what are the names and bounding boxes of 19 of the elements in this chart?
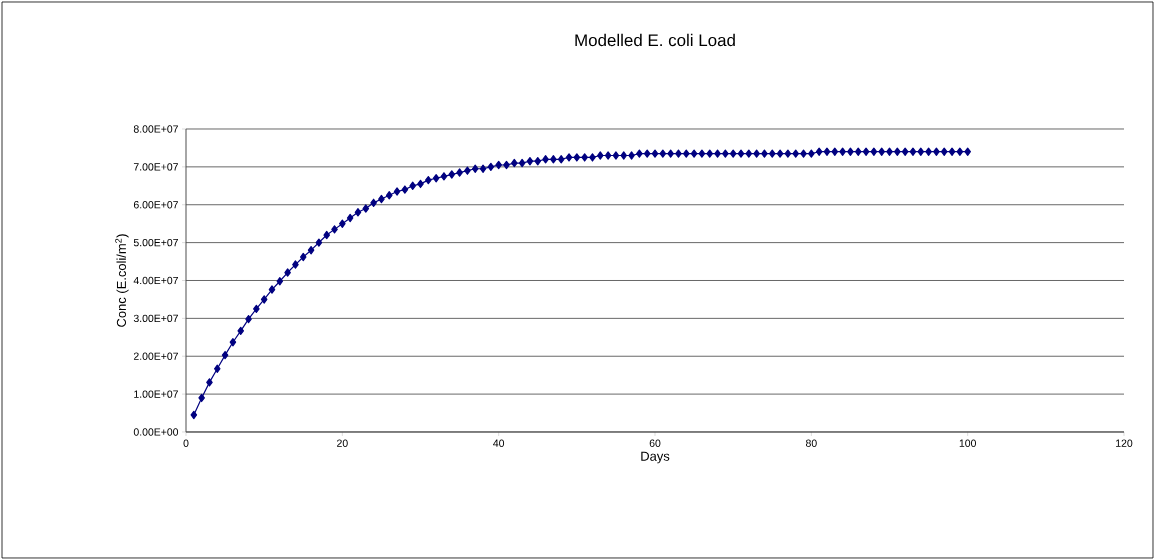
y-tick-label: 4.00E+07 — [133, 276, 178, 285]
y-tick-label: 3.00E+07 — [133, 314, 178, 323]
y-tick-label: 8.00E+07 — [133, 125, 178, 133]
x-tick-label: 0 — [183, 439, 189, 447]
y-tick-label: 7.00E+07 — [133, 163, 178, 171]
y-tick-label: 5.00E+07 — [133, 238, 178, 247]
chart-title: Modelled E. coli Load — [575, 33, 735, 47]
x-axis-title: Days — [641, 451, 670, 464]
x-tick-label: 80 — [805, 439, 817, 447]
x-tick-label: 60 — [649, 439, 661, 447]
y-tick-label: 1.00E+07 — [134, 390, 178, 398]
x-tick-label: 40 — [493, 439, 505, 447]
y-tick-label: 2.00E+07 — [133, 352, 178, 360]
y-axis-title: Conc (E.coli/m$^{2}$) — [115, 234, 129, 327]
y-tick-label: 6.00E+07 — [133, 201, 178, 209]
y-tick-label: 0.00E+00 — [133, 428, 179, 436]
x-tick-label: 100 — [959, 439, 976, 447]
x-tick-label: 20 — [337, 439, 348, 447]
x-tick-label: 120 — [1116, 439, 1133, 447]
